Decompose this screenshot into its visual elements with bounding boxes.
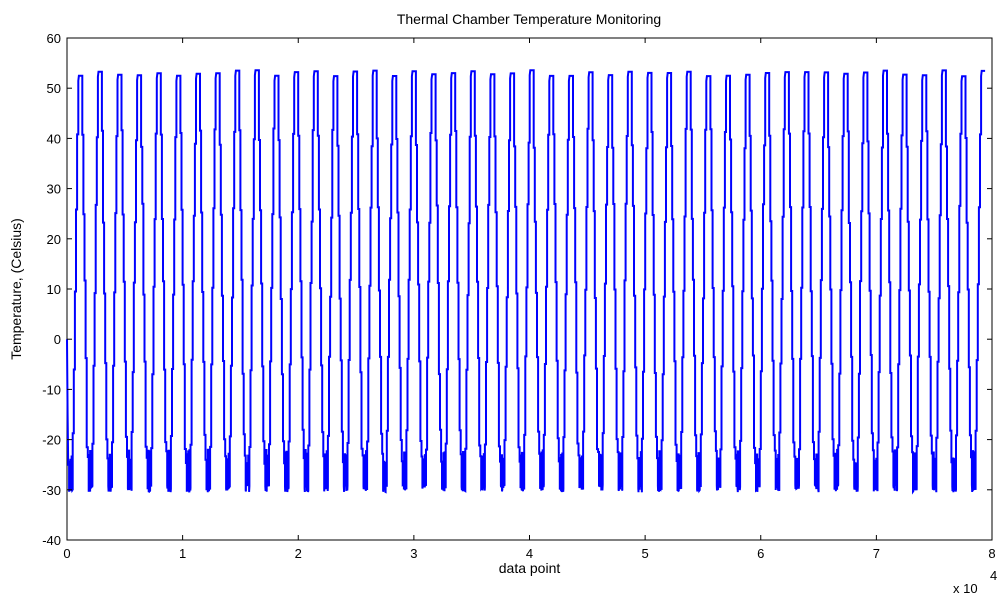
y-tick-label: 30	[47, 182, 61, 197]
x-axis-label: data point	[499, 560, 561, 576]
x-tick-label: 3	[410, 546, 417, 561]
x-tick-label: 1	[179, 546, 186, 561]
y-tick-label: 0	[54, 332, 61, 347]
axis-ticks: 0 1 2 3 4 5 6 7 8 -40 -30 -20 -10 0 10 20 30 40 50 60	[42, 31, 995, 561]
x-tick-label: 2	[295, 546, 302, 561]
y-tick-label: 10	[47, 282, 61, 297]
y-tick-label: 50	[47, 81, 61, 96]
x-multiplier-base: x 10	[953, 581, 978, 596]
y-tick-label: -10	[42, 382, 61, 397]
x-tick-label: 6	[757, 546, 764, 561]
y-tick-label: 20	[47, 232, 61, 247]
x-tick-label: 0	[63, 546, 70, 561]
data-layer	[66, 69, 986, 495]
x-multiplier-exponent: 4	[990, 568, 997, 583]
y-axis-label: Temperature, (Celsius)	[8, 218, 24, 360]
chart-title: Thermal Chamber Temperature Monitoring	[397, 11, 661, 27]
x-axis-multiplier: x 10 4	[953, 568, 997, 596]
y-tick-label: -40	[42, 533, 61, 548]
y-tick-label: -30	[42, 483, 61, 498]
x-tick-label: 4	[526, 546, 533, 561]
y-tick-label: 60	[47, 31, 61, 46]
y-tick-label: -20	[42, 433, 61, 448]
y-tick-label: 40	[47, 131, 61, 146]
x-tick-label: 7	[873, 546, 880, 561]
temperature-series-line	[66, 69, 986, 495]
x-tick-label: 5	[642, 546, 649, 561]
x-tick-label: 8	[988, 546, 995, 561]
